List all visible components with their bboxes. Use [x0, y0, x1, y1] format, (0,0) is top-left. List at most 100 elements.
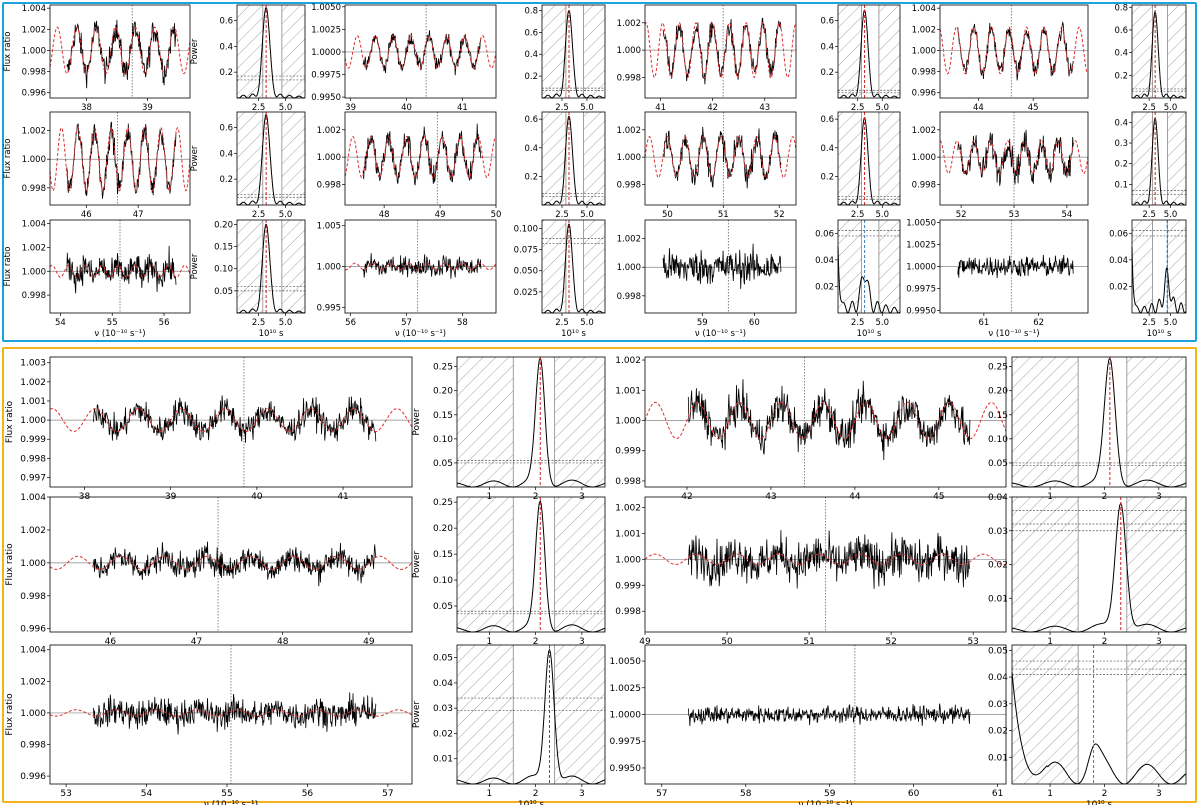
- x-tick-label: 40: [401, 103, 412, 113]
- y-tick-label: 1.000: [912, 153, 936, 163]
- x-tick-label: 1: [1047, 789, 1053, 799]
- y-tick-label: 0.25: [433, 498, 453, 508]
- axes-frame: [236, 111, 306, 206]
- y-axis-label: Power: [412, 701, 422, 729]
- x-tick-label: 50: [662, 210, 673, 220]
- top-r1-c6-panel: 0.6 0.4 0.2 2.5 5.0: [820, 4, 901, 113]
- y-tick-label: 0.10: [214, 265, 233, 275]
- x-tick-label: 52: [885, 637, 896, 647]
- axes-frame: [49, 356, 413, 488]
- x-tick-label: 5.0: [876, 318, 890, 328]
- sinusoid-model-line: [344, 35, 497, 69]
- y-axis-label: Flux ratio: [3, 32, 13, 72]
- y-tick-label: 1.003: [20, 359, 46, 369]
- y-tick-label: 1.0050: [610, 657, 642, 667]
- y-tick-label: 1.000: [912, 46, 936, 56]
- y-tick-label: 0.02: [988, 561, 1008, 571]
- bottom-r3-c4-panel: 0.05 0.04 0.03 0.02 0.01 1 2 3 10¹⁰ s: [988, 644, 1187, 805]
- x-tick-label: 57: [382, 789, 393, 799]
- x-tick-label: 2.5: [1142, 103, 1156, 113]
- top-r1-c3-panel: 1.0050 1.0025 1.0000 0.9975 0.9950 39 40 41: [311, 3, 497, 113]
- y-tick-label: 1.001: [615, 386, 641, 396]
- excluded-region-left: [838, 5, 862, 98]
- y-tick-label: 1.0000: [311, 48, 341, 58]
- top-r1-c1-panel: 1.004 1.002 1.000 0.998 0.996 38 39 Flux ratio: [3, 4, 191, 113]
- y-tick-label: 0.999: [20, 435, 46, 445]
- y-tick-label: 1.000: [22, 46, 46, 56]
- y-tick-label: 0.02: [433, 729, 453, 739]
- x-axis-label: 10¹⁰ s: [259, 329, 284, 339]
- x-axis-label: 10¹⁰ s: [1086, 800, 1113, 805]
- y-tick-label: 0.20: [433, 387, 453, 397]
- y-tick-label: 0.25: [988, 363, 1008, 373]
- x-tick-label: 41: [655, 103, 666, 113]
- top-r2-c5-panel: 1.002 1.000 0.998 50 51 52: [617, 111, 797, 220]
- sinusoid-model-line: [49, 264, 191, 278]
- y-axis-label: Flux ratio: [3, 139, 13, 179]
- y-tick-label: 0.9975: [610, 737, 642, 747]
- x-tick-label: 48: [379, 210, 390, 220]
- flux-data-line: [687, 703, 971, 727]
- x-tick-label: 55: [107, 318, 118, 328]
- y-tick-label: 1.002: [22, 127, 46, 137]
- x-tick-label: 49: [435, 210, 446, 220]
- x-tick-label: 46: [81, 210, 92, 220]
- y-axis-label: Power: [190, 253, 200, 279]
- y-tick-label: 0.03: [433, 704, 453, 714]
- axes-frame: [49, 4, 191, 99]
- y-tick-label: 0.04: [988, 493, 1008, 503]
- bottom-r3-c3-panel: 1.0050 1.0025 1.0000 0.9975 0.9950 57 58 59 60 61…: [610, 644, 1007, 805]
- x-tick-label: 47: [133, 210, 144, 220]
- periodogram-line: [1011, 356, 1187, 488]
- x-axis-label: ν (10⁻¹⁰ s⁻¹): [695, 329, 746, 339]
- x-tick-label: 44: [973, 103, 984, 113]
- excluded-region-right: [281, 220, 305, 313]
- periodogram-line: [456, 499, 606, 633]
- x-tick-label: 57: [401, 318, 412, 328]
- y-tick-label: 0.6: [219, 124, 233, 134]
- top-r1-c8-panel: 0.8 0.6 0.4 0.2 2.5 5.0: [1114, 3, 1187, 113]
- y-tick-label: 0.998: [617, 73, 641, 83]
- x-tick-label: 3: [1156, 789, 1162, 799]
- top-r1-c7-panel: 1.004 1.002 1.000 0.998 0.996 44 45: [912, 4, 1089, 113]
- top-r3-c2-panel: 0.20 0.15 0.10 0.05 2.5 5.0 Power 10¹⁰ s: [190, 219, 306, 339]
- y-tick-label: 0.03: [988, 527, 1008, 537]
- y-tick-label: 0.2: [219, 175, 233, 185]
- y-tick-label: 0.15: [988, 411, 1008, 421]
- x-tick-label: 2.5: [1142, 318, 1156, 328]
- y-tick-label: 0.03: [988, 700, 1008, 710]
- excluded-region-right: [554, 645, 605, 784]
- sinusoid-model-line: [49, 408, 413, 433]
- flux-data-line: [362, 123, 482, 186]
- y-tick-label: 1.002: [317, 126, 341, 136]
- x-tick-label: 2.5: [252, 210, 266, 220]
- y-tick-label: 1.000: [317, 153, 341, 163]
- top-r1-c4-panel: 0.8 0.6 0.4 0.2 2.5 5.0: [524, 4, 606, 113]
- y-tick-label: 1.002: [617, 19, 641, 29]
- x-tick-label: 50: [491, 210, 502, 220]
- y-tick-label: 1.000: [615, 555, 641, 565]
- x-tick-label: 41: [457, 103, 468, 113]
- y-tick-label: 0.02: [988, 727, 1008, 737]
- y-tick-label: 0.8: [524, 6, 538, 16]
- axes-frame: [1131, 219, 1187, 314]
- y-tick-label: 1.0050: [906, 219, 936, 229]
- top-r1-c2-panel: 0.6 0.4 0.2 2.5 5.0 Power: [190, 4, 306, 113]
- y-tick-label: 1.000: [617, 263, 641, 273]
- y-tick-label: 0.05: [433, 654, 453, 664]
- x-tick-label: 2: [533, 637, 539, 647]
- y-tick-label: 1.000: [615, 416, 641, 426]
- flux-data-line: [957, 20, 1074, 81]
- y-tick-label: 0.06: [1109, 229, 1128, 239]
- y-tick-label: 0.998: [615, 477, 641, 487]
- y-tick-label: 0.01: [433, 755, 453, 765]
- y-tick-label: 0.6: [524, 28, 538, 38]
- y-tick-label: 0.998: [20, 592, 46, 602]
- x-tick-label: 5.0: [580, 210, 594, 220]
